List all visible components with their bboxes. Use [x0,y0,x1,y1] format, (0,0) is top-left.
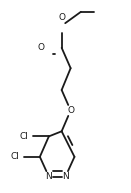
Text: Cl: Cl [19,132,28,141]
Text: Cl: Cl [10,152,19,161]
Text: N: N [45,172,52,181]
Text: O: O [67,106,74,115]
Text: O: O [58,13,65,22]
Text: O: O [38,43,45,52]
Text: N: N [62,172,69,181]
